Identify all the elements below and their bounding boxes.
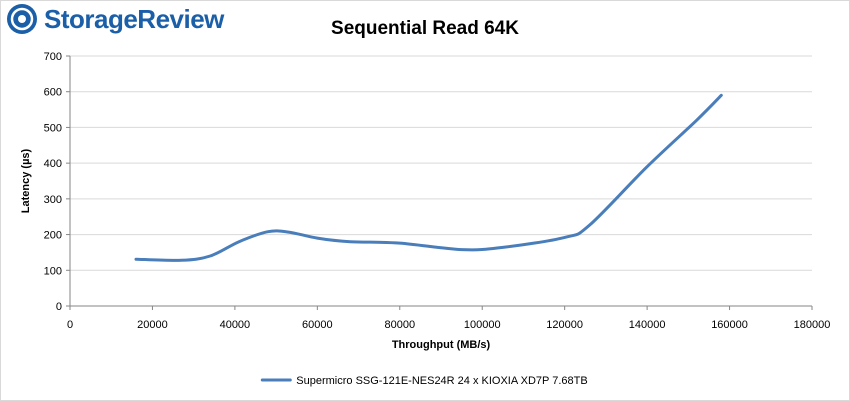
series-line-0 [134, 93, 723, 262]
y-tick-label: 0 [56, 301, 62, 313]
x-tick-label: 20000 [137, 319, 168, 331]
x-tick-label: 120000 [546, 319, 583, 331]
y-tick-label: 500 [44, 122, 62, 134]
x-axis-label: Throughput (MB/s) [392, 339, 491, 351]
y-tick-label: 200 [44, 230, 62, 242]
y-tick-label: 300 [44, 194, 62, 206]
y-tick-label: 400 [44, 158, 62, 170]
y-axis-label: Latency (µs) [20, 148, 32, 213]
y-tick-label: 700 [44, 51, 62, 63]
x-tick-label: 160000 [711, 319, 748, 331]
brand-logo: StorageReview [6, 3, 224, 35]
brand-logo-text: StorageReview [44, 3, 224, 34]
storagereview-logo-icon [7, 4, 37, 34]
y-tick-label: 100 [44, 265, 62, 277]
x-tick-label: 60000 [302, 319, 333, 331]
x-tick-label: 0 [67, 319, 73, 331]
legend-label: Supermicro SSG-121E-NES24R 24 x KIOXIA X… [296, 375, 587, 387]
x-tick-label: 140000 [629, 319, 666, 331]
x-tick-label: 80000 [384, 319, 415, 331]
x-tick-label: 100000 [464, 319, 501, 331]
y-tick-label: 600 [44, 87, 62, 99]
chart-title: Sequential Read 64K [331, 18, 519, 39]
x-tick-label: 180000 [794, 319, 831, 331]
x-tick-label: 40000 [220, 319, 251, 331]
